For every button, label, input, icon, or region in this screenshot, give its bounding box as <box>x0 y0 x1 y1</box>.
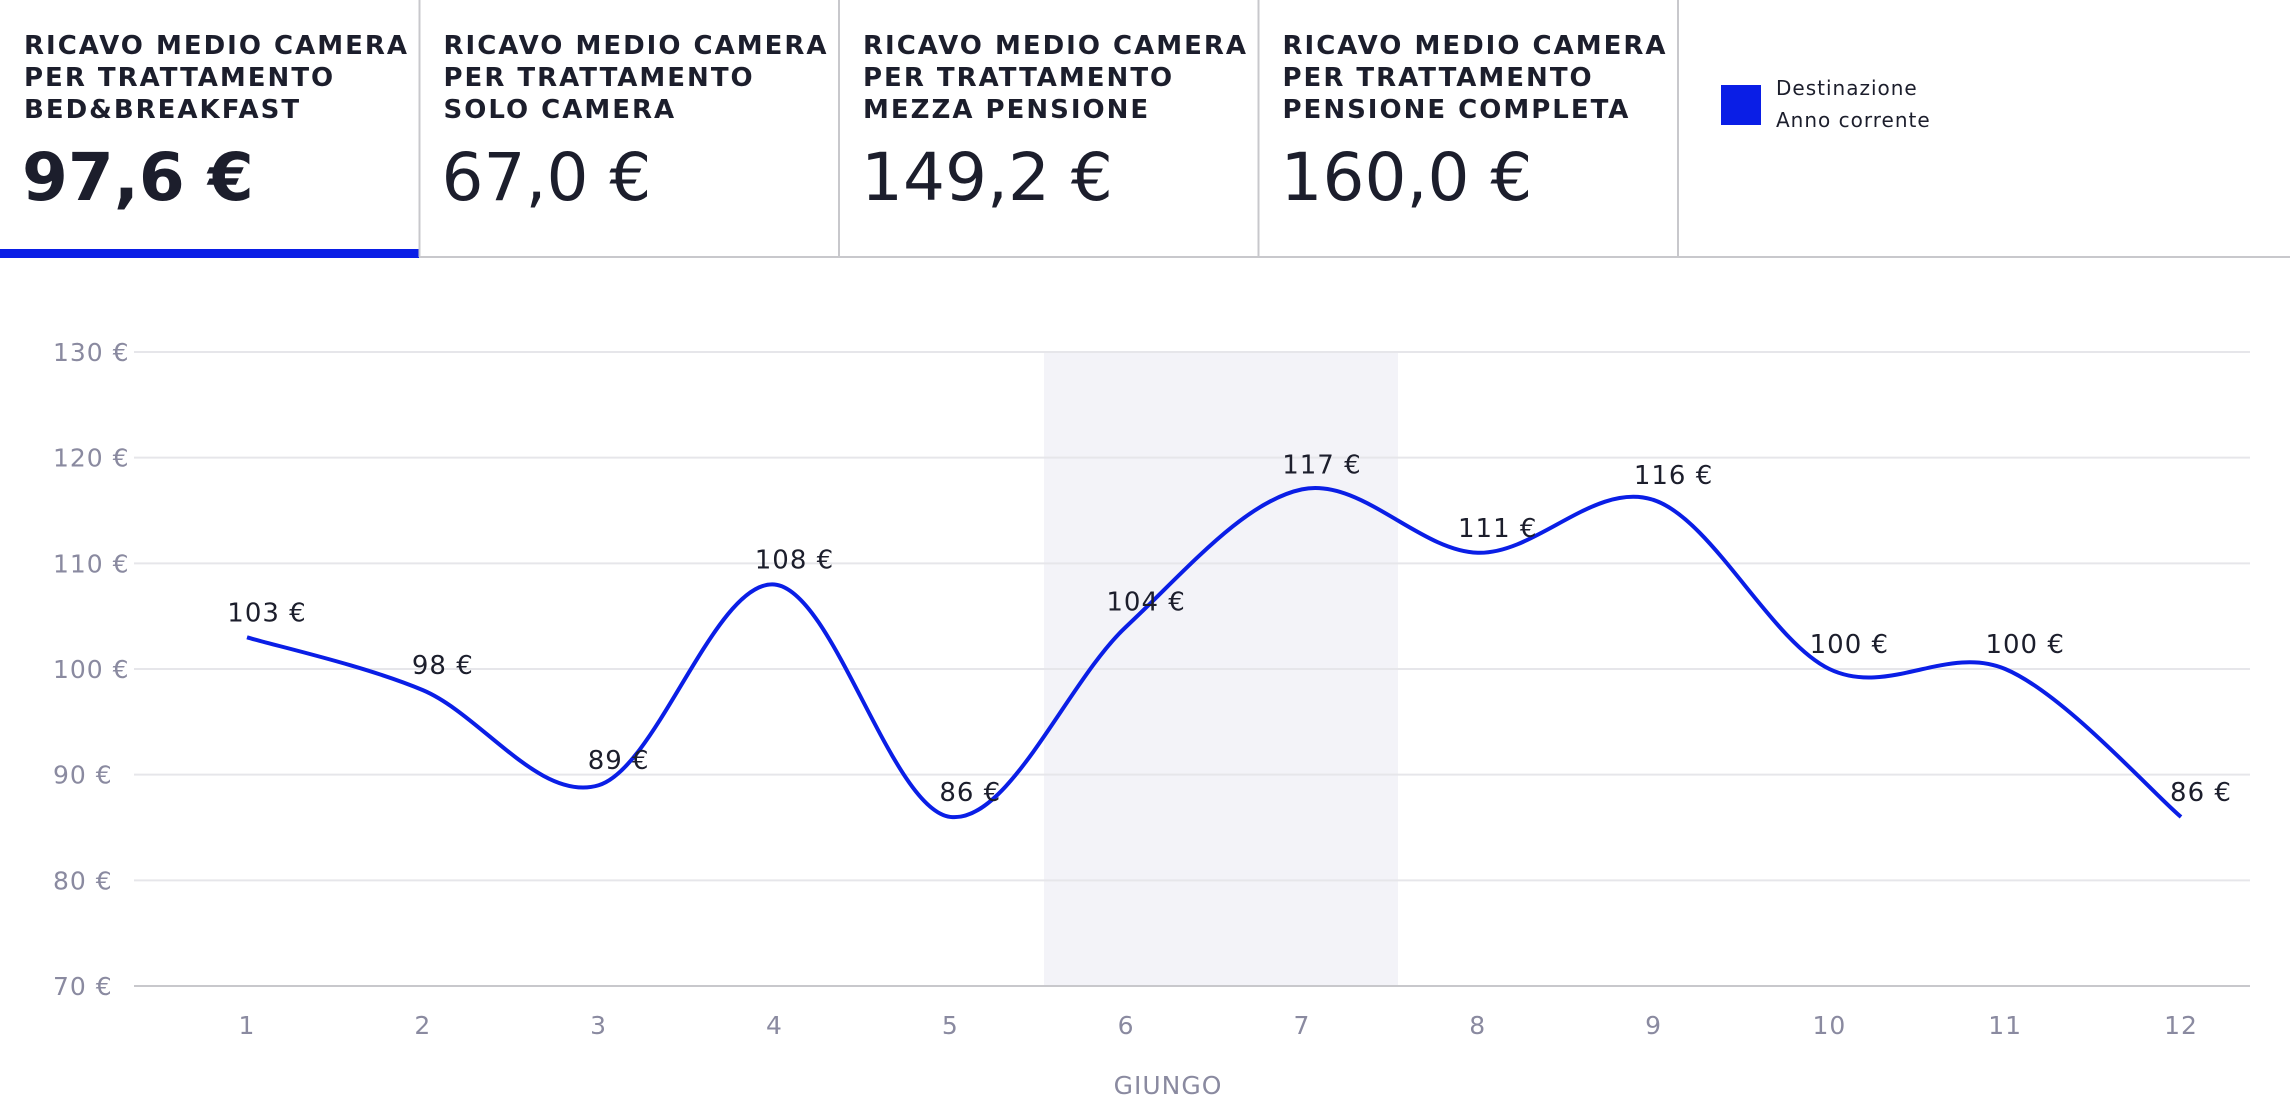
x-tick-label: 5 <box>942 1011 959 1040</box>
y-tick-label: 100 € <box>53 655 130 684</box>
card-value: 67,0 € <box>442 139 652 216</box>
legend-label: Destinazione Anno corrente <box>1776 76 1931 132</box>
x-axis-label: GIUNGO <box>1114 1071 1223 1100</box>
value-label: 100 € <box>1810 630 1889 660</box>
value-label: 98 € <box>412 651 474 681</box>
x-tick-label: 8 <box>1469 1011 1486 1040</box>
x-tick-label: 10 <box>1812 1011 1846 1040</box>
value-label: 117 € <box>1282 450 1361 480</box>
card-title: RICAVO MEDIO CAMERA <box>24 31 409 61</box>
value-label: 116 € <box>1634 461 1713 491</box>
card-title: PER TRATTAMENTO <box>863 63 1174 93</box>
x-tick-label: 11 <box>1988 1011 2022 1040</box>
y-tick-label: 90 € <box>53 761 113 790</box>
y-tick-label: 80 € <box>53 866 113 895</box>
card-value: 97,6 € <box>22 139 254 216</box>
value-label: 100 € <box>1985 630 2064 660</box>
card-value: 160,0 € <box>1281 139 1533 216</box>
y-tick-label: 70 € <box>53 972 113 1001</box>
x-tick-label: 9 <box>1645 1011 1662 1040</box>
card-title: SOLO CAMERA <box>444 95 677 125</box>
card-title: PER TRATTAMENTO <box>1283 63 1594 93</box>
value-label: 104 € <box>1106 588 1185 618</box>
legend-swatch <box>1721 85 1761 125</box>
x-tick-label: 1 <box>239 1011 256 1040</box>
y-tick-label: 120 € <box>53 444 130 473</box>
card-value: 149,2 € <box>861 139 1113 216</box>
line <box>246 486 2183 819</box>
card-title: RICAVO MEDIO CAMERA <box>863 31 1248 61</box>
y-tick-label: 110 € <box>53 549 130 578</box>
x-tick-label: 6 <box>1118 1011 1135 1040</box>
card-title: PER TRATTAMENTO <box>24 63 335 93</box>
card-title: MEZZA PENSIONE <box>863 95 1150 125</box>
active-tab-indicator <box>0 249 419 258</box>
value-label: 86 € <box>2170 778 2232 808</box>
card-title: BED&BREAKFAST <box>24 95 301 125</box>
x-tick-label: 12 <box>2164 1011 2198 1040</box>
y-tick-label: 130 € <box>53 338 130 367</box>
x-tick-label: 3 <box>590 1011 607 1040</box>
value-label: 86 € <box>939 778 1001 808</box>
x-tick-label: 7 <box>1293 1011 1310 1040</box>
value-label: 103 € <box>227 598 306 628</box>
x-tick-label: 2 <box>414 1011 431 1040</box>
value-label: 111 € <box>1458 514 1537 544</box>
value-label: 108 € <box>755 545 834 575</box>
value-label: 89 € <box>588 746 650 776</box>
card-title: PENSIONE COMPLETA <box>1283 95 1631 125</box>
card-title: RICAVO MEDIO CAMERA <box>444 31 829 61</box>
card-title: RICAVO MEDIO CAMERA <box>1283 31 1668 61</box>
card-title: PER TRATTAMENTO <box>444 63 755 93</box>
x-tick-label: 4 <box>766 1011 783 1040</box>
